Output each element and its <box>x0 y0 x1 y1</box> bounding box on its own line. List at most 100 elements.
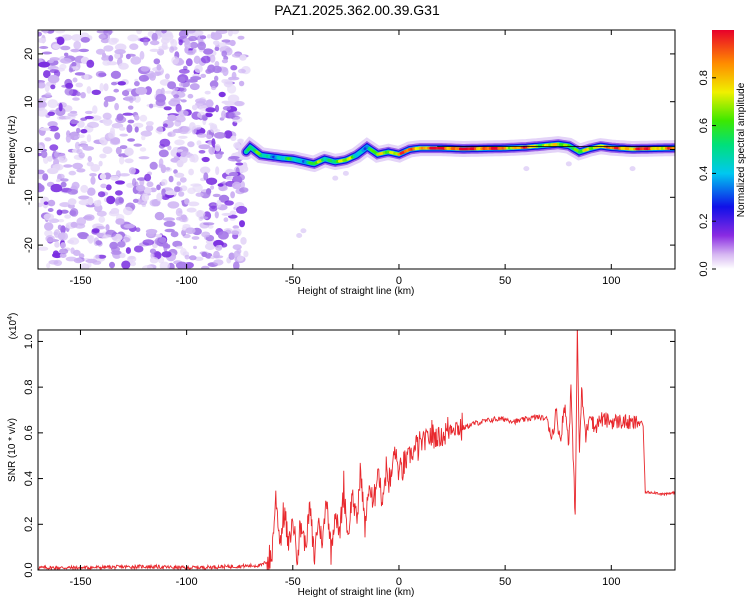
colorbar-ticks: 0.0 0.2 0.4 0.6 0.8 <box>698 70 716 277</box>
noise-speckle <box>234 100 245 107</box>
noise-speckle <box>189 155 196 163</box>
noise-speckle <box>44 222 54 231</box>
noise-speckle <box>184 254 190 260</box>
noise-speckle <box>95 254 100 259</box>
snr-panel: -150 -100 -50 0 50 100 0.0 0.2 0.4 0.6 0.8 1.0 Hei… <box>7 313 676 598</box>
noise-speckle <box>86 235 95 243</box>
noise-speckle <box>186 30 196 34</box>
noise-speckle <box>50 84 56 90</box>
noise-speckle <box>153 58 161 65</box>
noise-speckle <box>124 158 134 164</box>
y-tick-label: 0.8 <box>23 379 35 394</box>
noise-speckle <box>161 251 172 258</box>
noise-speckle <box>133 143 142 147</box>
noise-speckle <box>236 255 244 262</box>
noise-speckle <box>196 133 207 138</box>
noise-speckle <box>45 92 52 97</box>
noise-speckle <box>98 216 106 223</box>
noise-speckle <box>92 260 102 265</box>
noise-speckle <box>149 257 159 264</box>
noise-speckle <box>227 94 240 103</box>
noise-speckle <box>57 224 63 230</box>
noise-speckle <box>59 253 67 258</box>
snr-series <box>38 330 675 570</box>
noise-speckle <box>161 32 174 41</box>
spectrogram-x-ticks: -150 -100 -50 0 50 100 <box>69 30 620 287</box>
noise-speckle <box>42 173 49 181</box>
x-tick-label: -100 <box>176 275 198 287</box>
noise-speckle <box>123 206 133 216</box>
noise-speckle <box>91 89 102 96</box>
noise-speckle <box>237 138 245 143</box>
noise-speckle <box>137 177 147 181</box>
colorbar-tick-label: 0.6 <box>698 118 710 133</box>
noise-speckle <box>178 110 189 117</box>
noise-speckle <box>224 200 234 206</box>
noise-speckle <box>71 34 83 42</box>
noise-speckle <box>172 240 183 248</box>
noise-speckle <box>200 73 207 78</box>
noise-speckle <box>135 227 141 232</box>
noise-speckle <box>129 43 139 50</box>
noise-speckle <box>80 129 88 134</box>
noise-speckle <box>231 230 240 235</box>
noise-speckle <box>76 148 83 155</box>
noise-speckle <box>55 107 66 117</box>
noise-speckle <box>185 58 193 67</box>
noise-speckle <box>52 252 63 259</box>
noise-speckle <box>162 242 169 249</box>
noise-speckle <box>235 162 244 166</box>
noise-speckle <box>38 169 45 175</box>
noise-speckle <box>47 199 56 207</box>
noise-speckle <box>186 50 196 56</box>
y-tick-label: 0.6 <box>23 425 35 440</box>
noise-speckle <box>127 255 137 263</box>
y-tick-label: 10 <box>23 96 35 108</box>
noise-speckle <box>143 38 149 46</box>
noise-speckle <box>229 39 236 47</box>
noise-speckle <box>56 179 61 183</box>
noise-speckle <box>149 72 157 81</box>
noise-speckle <box>180 214 187 221</box>
noise-speckle <box>76 168 86 173</box>
noise-speckle <box>70 221 78 228</box>
noise-speckle <box>134 81 140 87</box>
noise-speckle <box>214 104 220 113</box>
noise-speckle <box>38 37 47 44</box>
noise-speckle <box>193 55 201 64</box>
noise-speckle <box>38 82 46 89</box>
noise-speckle <box>175 261 188 269</box>
noise-speckle <box>71 181 80 190</box>
noise-speckle <box>208 146 216 155</box>
noise-speckle <box>60 57 72 64</box>
noise-speckle <box>214 211 219 219</box>
noise-speckle <box>47 167 59 175</box>
colorbar-tick-label: 0.8 <box>698 70 710 85</box>
noise-speckle <box>204 242 216 251</box>
noise-speckle <box>195 210 206 218</box>
noise-speckle <box>48 260 59 265</box>
noise-speckle <box>60 209 69 214</box>
noise-speckle <box>108 55 114 62</box>
x-tick-label: 50 <box>499 275 511 287</box>
noise-speckle <box>54 151 60 158</box>
noise-speckle <box>54 30 66 34</box>
noise-speckle <box>163 220 176 227</box>
chart-title: PAZ1.2025.362.00.39.G31 <box>274 2 440 18</box>
noise-speckle <box>73 40 81 50</box>
noise-speckle <box>195 192 204 197</box>
noise-speckle <box>67 198 77 206</box>
noise-speckle <box>204 112 213 118</box>
noise-speckle <box>104 95 116 102</box>
noise-speckle <box>163 106 172 111</box>
noise-speckle <box>204 90 211 95</box>
x-tick-label: -50 <box>285 576 301 588</box>
noise-speckle <box>127 105 134 110</box>
noise-speckle <box>127 138 135 142</box>
noise-speckle <box>139 50 145 60</box>
noise-speckle <box>187 93 194 99</box>
noise-speckle <box>565 161 572 167</box>
noise-speckle <box>139 114 148 122</box>
noise-speckle <box>211 85 217 91</box>
noise-speckle <box>232 225 240 229</box>
